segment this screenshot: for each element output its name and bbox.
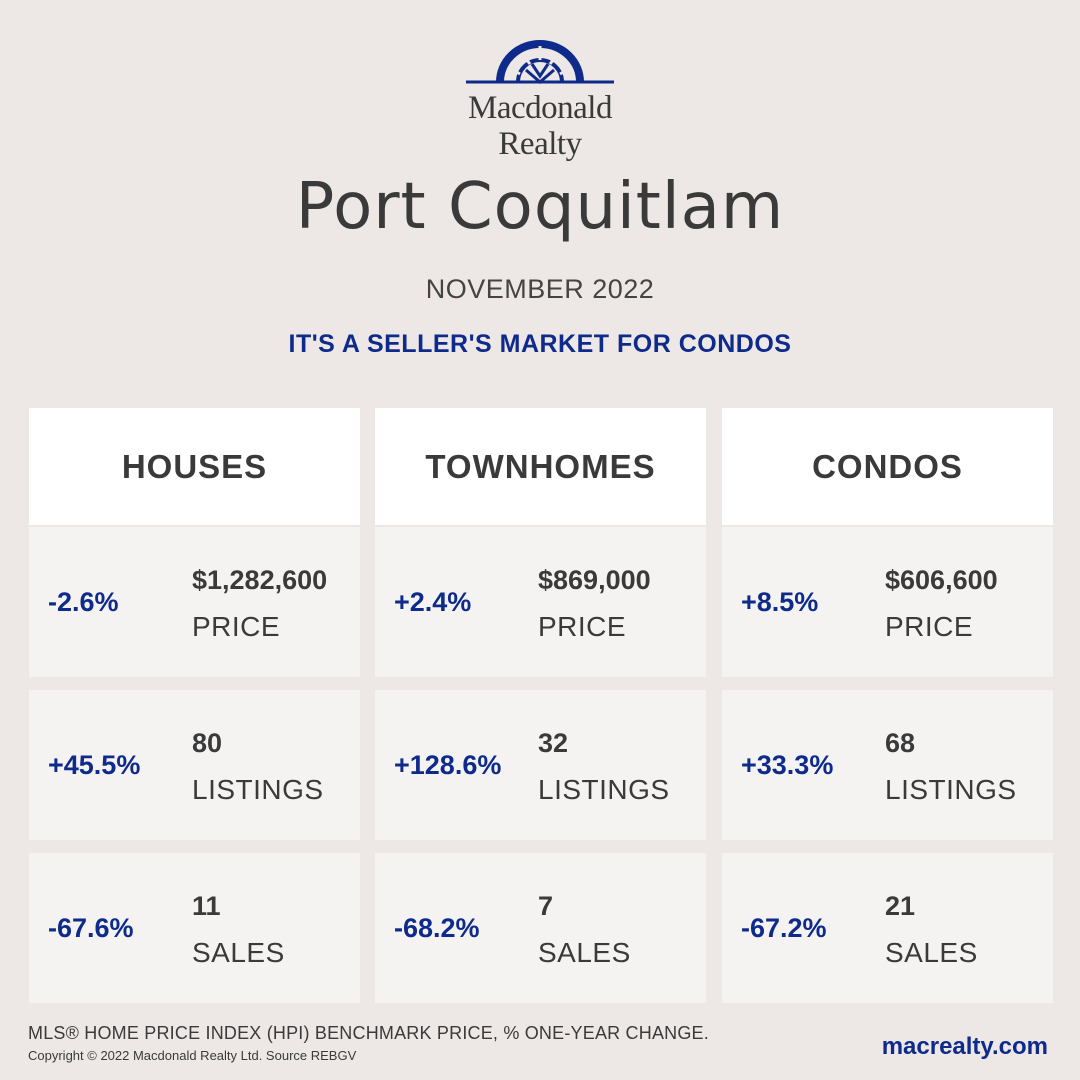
stat-value: 7 — [538, 891, 554, 921]
stat-change: -2.6% — [48, 586, 119, 617]
column-title: CONDOS — [722, 408, 1053, 525]
stat-value: 21 — [885, 891, 916, 921]
stat-change: +33.3% — [741, 749, 834, 780]
column-title: HOUSES — [29, 408, 360, 525]
stat-card-sales: -67.6% 11 SALES — [29, 853, 360, 1003]
stat-change: -67.6% — [48, 912, 134, 943]
stat-label: SALES — [885, 937, 978, 968]
stat-change: -67.2% — [741, 912, 827, 943]
column-condos: CONDOS +8.5% $606,600 PRICE +33.3% 68 LI… — [722, 408, 1053, 1003]
brand-logo: Macdonald Realty — [0, 40, 1080, 162]
footnote: MLS® HOME PRICE INDEX (HPI) BENCHMARK PR… — [28, 1023, 709, 1043]
page-title: Port Coquitlam — [295, 170, 785, 244]
stat-label: PRICE — [192, 611, 281, 642]
stat-change: +45.5% — [48, 749, 141, 780]
stat-label: LISTINGS — [538, 774, 670, 805]
stat-label: SALES — [538, 937, 631, 968]
stat-label: PRICE — [885, 611, 974, 642]
stat-card-price: +8.5% $606,600 PRICE — [722, 527, 1053, 677]
brand-name-line2: Realty — [498, 126, 582, 162]
stat-label: LISTINGS — [885, 774, 1017, 805]
stat-value: 80 — [192, 728, 223, 758]
market-headline: IT'S A SELLER'S MARKET FOR CONDOS — [288, 330, 792, 358]
stat-card-listings: +128.6% 32 LISTINGS — [375, 690, 706, 840]
stat-value: 32 — [538, 728, 569, 758]
column-townhomes: TOWNHOMES +2.4% $869,000 PRICE +128.6% 3… — [375, 408, 706, 1003]
stat-card-listings: +33.3% 68 LISTINGS — [722, 690, 1053, 840]
stat-change: +8.5% — [741, 586, 819, 617]
stat-value: $1,282,600 — [192, 565, 328, 595]
stat-change: +2.4% — [394, 586, 472, 617]
stat-card-price: -2.6% $1,282,600 PRICE — [29, 527, 360, 677]
stat-card-price: +2.4% $869,000 PRICE — [375, 527, 706, 677]
stat-label: SALES — [192, 937, 285, 968]
report-date: NOVEMBER 2022 — [425, 274, 655, 304]
stat-value: $869,000 — [538, 565, 651, 595]
stat-card-sales: -67.2% 21 SALES — [722, 853, 1053, 1003]
stat-label: LISTINGS — [192, 774, 324, 805]
column-houses: HOUSES -2.6% $1,282,600 PRICE +45.5% 80 … — [29, 408, 360, 1003]
stat-change: -68.2% — [394, 912, 480, 943]
stat-card-listings: +45.5% 80 LISTINGS — [29, 690, 360, 840]
stat-value: 68 — [885, 728, 916, 758]
brand-name-line1: Macdonald — [468, 90, 612, 126]
stat-card-sales: -68.2% 7 SALES — [375, 853, 706, 1003]
stat-value: $606,600 — [885, 565, 998, 595]
column-title: TOWNHOMES — [375, 408, 706, 525]
website-link[interactable]: macrealty.com — [881, 1033, 1048, 1060]
stat-label: PRICE — [538, 611, 627, 642]
copyright: Copyright © 2022 Macdonald Realty Ltd. S… — [28, 1048, 357, 1063]
macdonald-realty-emblem-icon — [466, 40, 614, 84]
stat-change: +128.6% — [394, 749, 502, 780]
stat-value: 11 — [192, 891, 221, 921]
